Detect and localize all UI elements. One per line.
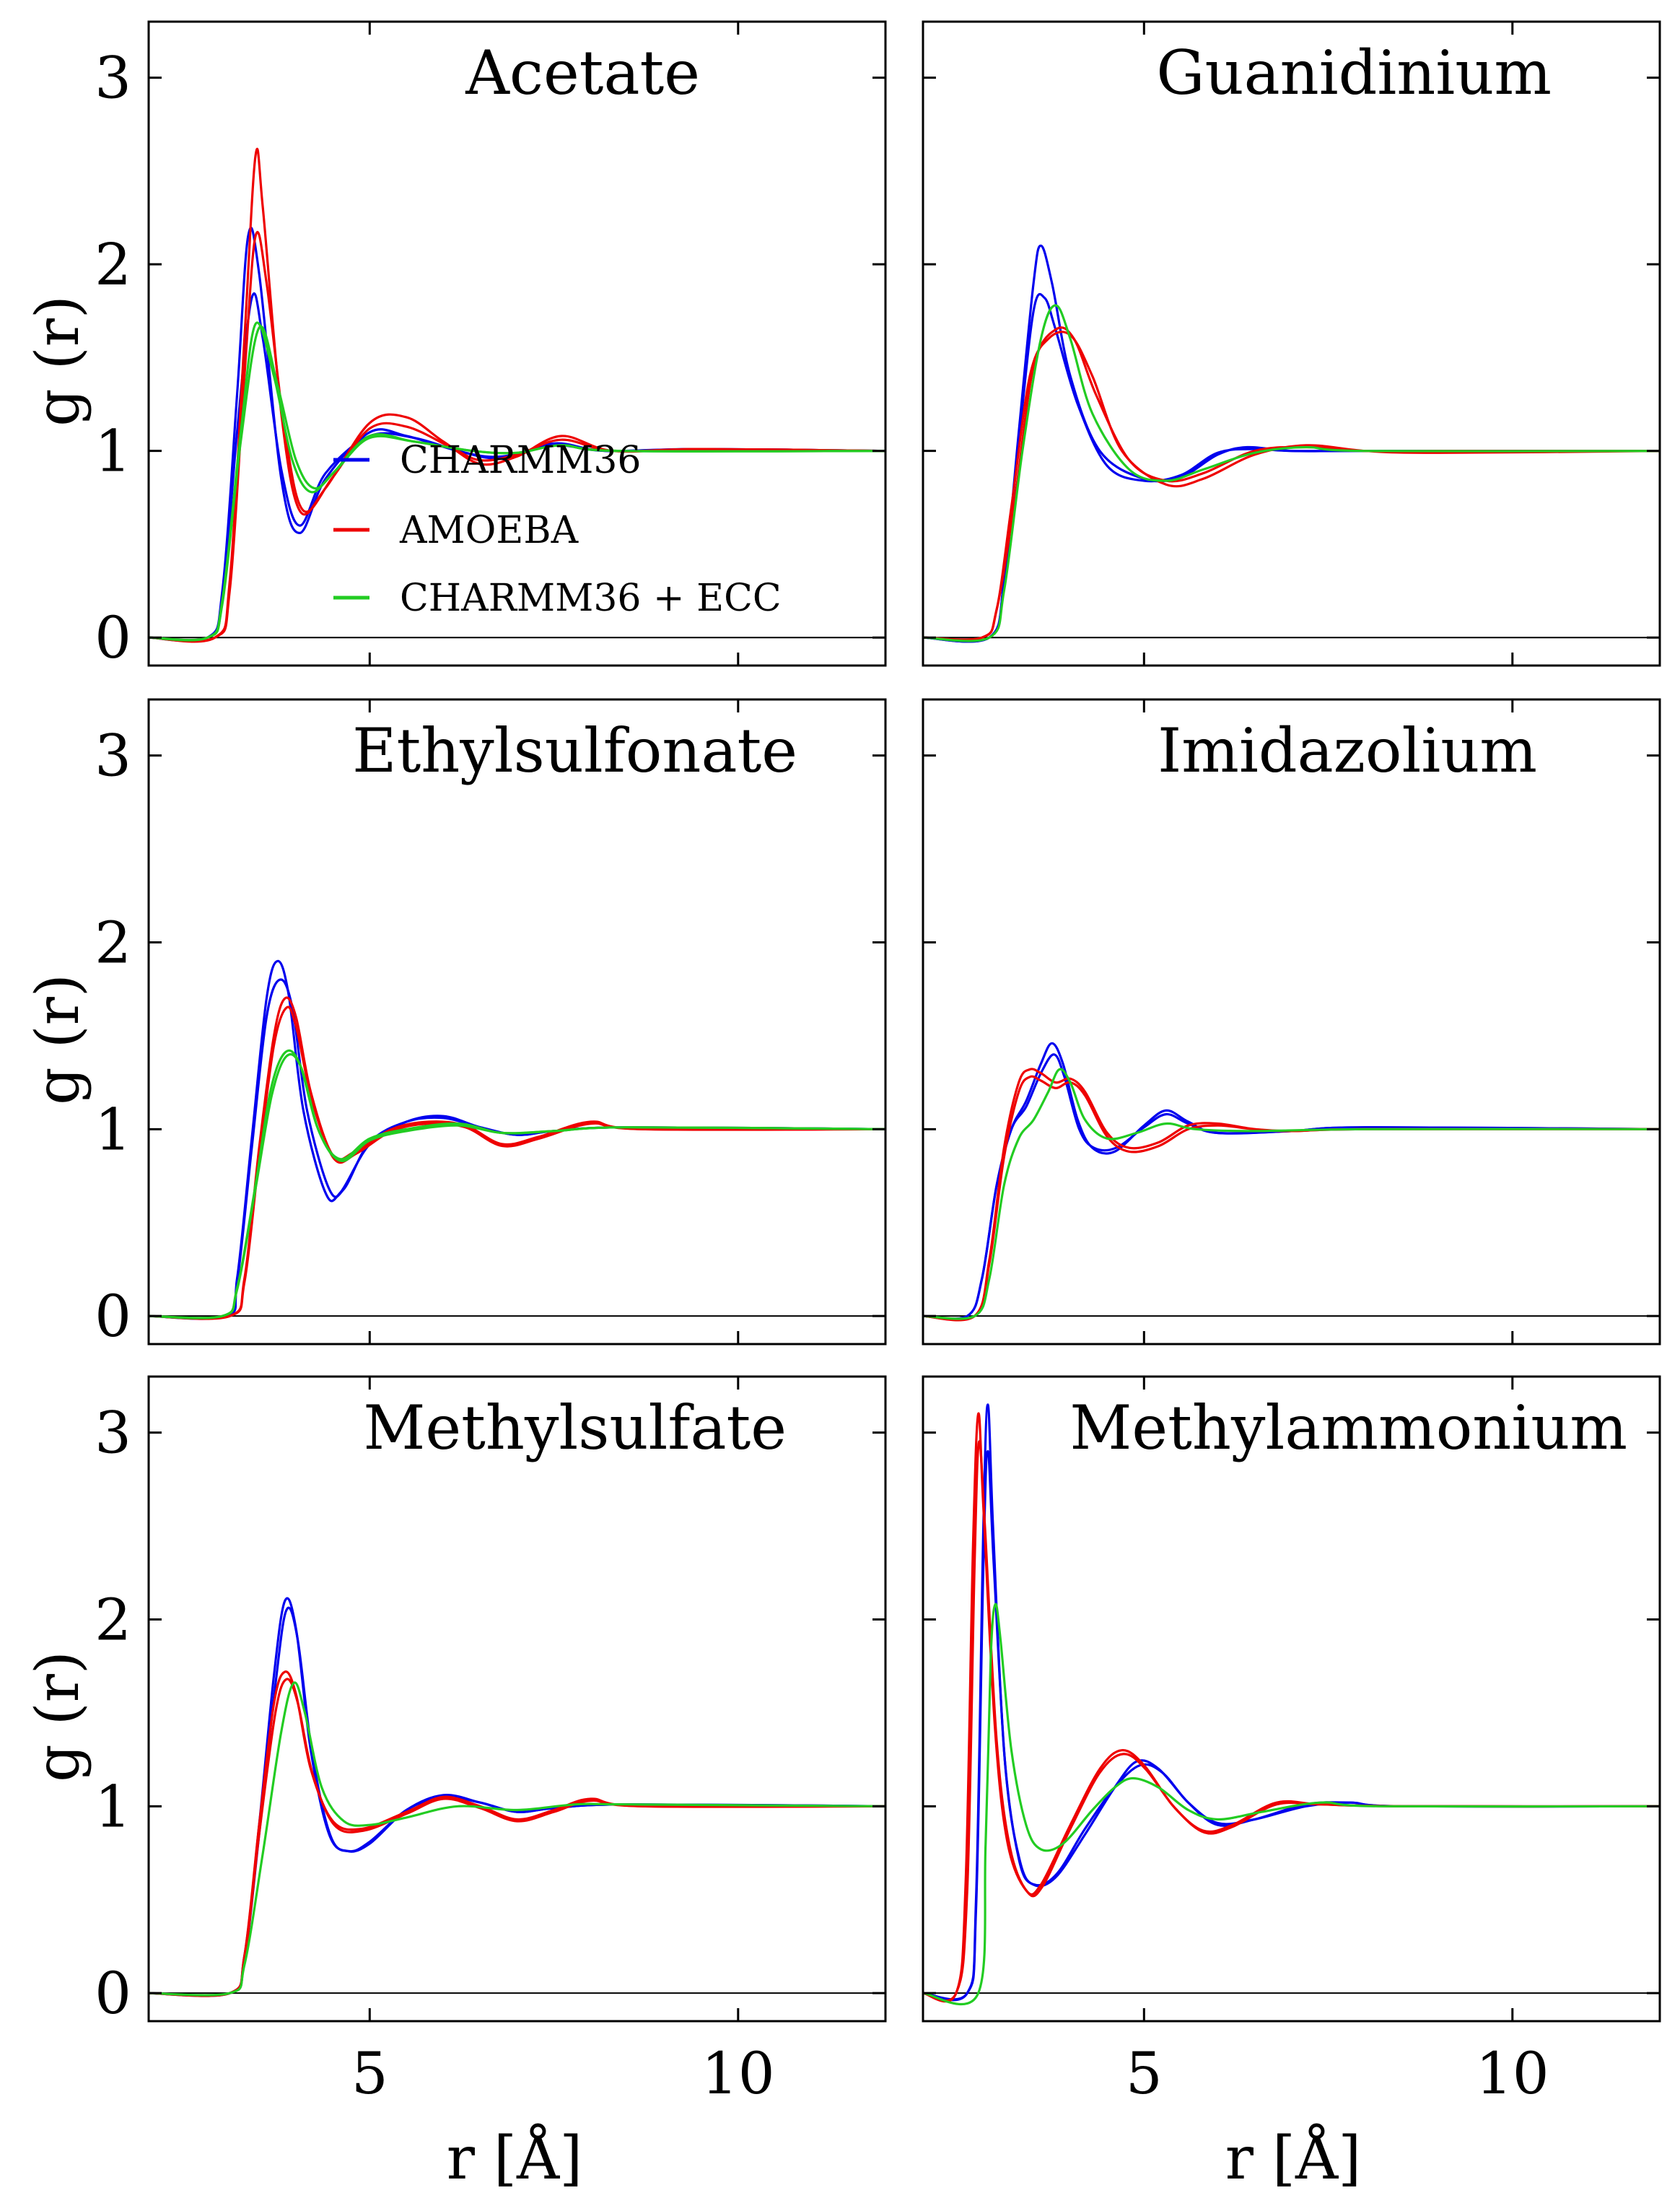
series-charmm36-1 xyxy=(923,1042,1660,1320)
panel-frame xyxy=(147,698,887,1346)
panel-methylsulfate: 0 1 2 3 5 10 Methylsulfate xyxy=(95,1375,887,2107)
series-amoeba-2 xyxy=(923,1075,1660,1322)
ytick-label: 2 xyxy=(95,231,131,298)
ytick-label: 3 xyxy=(95,45,131,112)
series-amoeba-1 xyxy=(923,1412,1660,2003)
series-charmm36-ecc-1 xyxy=(149,1049,885,1320)
series-amoeba-2 xyxy=(149,1678,885,1997)
panel-guanidinium: Guanidinium xyxy=(922,20,1661,667)
panel-methylammonium: 5 10 Methylammonium xyxy=(922,1375,1661,2107)
series-charmm36-2 xyxy=(923,1449,1660,2001)
legend-label-charmm36: CHARMM36 xyxy=(400,439,642,482)
panel-frame xyxy=(147,20,887,667)
series-charmm36-ecc-1 xyxy=(923,304,1660,642)
panel-imidazolium: Imidazolium xyxy=(922,698,1661,1346)
legend-label-charmm36-ecc: CHARMM36 + ECC xyxy=(400,577,782,620)
ytick-label: 1 xyxy=(95,1096,131,1163)
ylabel-row-3: g (r) xyxy=(24,1651,92,1782)
ytick-label: 3 xyxy=(95,1400,131,1467)
series-group xyxy=(149,1597,885,1997)
series-charmm36-ecc-1 xyxy=(149,1681,885,1997)
legend: CHARMM36 AMOEBA CHARMM36 + ECC xyxy=(333,439,782,620)
series-amoeba-1 xyxy=(923,1068,1660,1322)
series-charmm36-ecc-2 xyxy=(149,325,885,642)
ytick-label: 2 xyxy=(95,909,131,976)
ytick-label: 1 xyxy=(95,1773,131,1840)
panel-ethylsulfonate: 0 1 2 3 Ethylsulfonate xyxy=(95,698,887,1350)
panel-title: Methylammonium xyxy=(1069,1392,1627,1463)
ylabel-row-1: g (r) xyxy=(24,295,92,427)
panel-frame xyxy=(147,1375,887,2023)
panel-title: Methylsulfate xyxy=(363,1392,787,1463)
series-group xyxy=(923,244,1660,643)
series-charmm36-ecc-2 xyxy=(149,1052,885,1320)
series-amoeba-2 xyxy=(923,1440,1660,2002)
ytick-label: 0 xyxy=(95,1283,131,1350)
ylabel-row-2: g (r) xyxy=(24,974,92,1105)
xlabel-right: r [Å] xyxy=(1225,2123,1361,2193)
series-charmm36-ecc-1 xyxy=(923,1068,1660,1320)
xlabel-left: r [Å] xyxy=(447,2123,582,2193)
ytick-label: 0 xyxy=(95,1960,131,2027)
series-group xyxy=(149,147,885,643)
panel-title: Guanidinium xyxy=(1156,38,1552,108)
panel-acetate: 0 1 2 3 Acetate xyxy=(95,20,887,671)
xtick-label: 10 xyxy=(701,2040,775,2107)
series-charmm36-2 xyxy=(923,1053,1660,1320)
series-group xyxy=(923,1042,1660,1322)
ytick-label: 1 xyxy=(95,418,131,485)
panel-title: Imidazolium xyxy=(1158,715,1537,786)
xtick-label: 10 xyxy=(1476,2040,1549,2107)
legend-label-amoeba: AMOEBA xyxy=(399,509,579,552)
series-charmm36-2 xyxy=(149,1606,885,1997)
series-group xyxy=(149,959,885,1320)
series-amoeba-1 xyxy=(149,147,885,643)
panel-title: Ethylsulfonate xyxy=(352,715,797,786)
series-charmm36-1 xyxy=(923,244,1660,643)
ytick-label: 2 xyxy=(95,1586,131,1653)
axis-labels: g (r) g (r) g (r) r [Å] r [Å] xyxy=(24,295,1361,2193)
series-charmm36-1 xyxy=(149,1597,885,1997)
panel-frame xyxy=(922,698,1661,1346)
panel-title: Acetate xyxy=(465,38,700,108)
panel-frame xyxy=(922,1375,1661,2023)
xtick-label: 5 xyxy=(351,2040,388,2107)
series-charmm36-ecc-1 xyxy=(923,1602,1660,2006)
panel-frame xyxy=(922,20,1661,667)
series-charmm36-1 xyxy=(923,1403,1660,2002)
xtick-label: 5 xyxy=(1126,2040,1163,2107)
panels: 0 1 2 3 Acetate Guanidinium 0 1 2 3 Ethylsulfonate… xyxy=(95,20,1661,2107)
ytick-label: 0 xyxy=(95,604,131,671)
ytick-label: 3 xyxy=(95,723,131,790)
series-group xyxy=(923,1403,1660,2006)
series-charmm36-2 xyxy=(923,293,1660,643)
